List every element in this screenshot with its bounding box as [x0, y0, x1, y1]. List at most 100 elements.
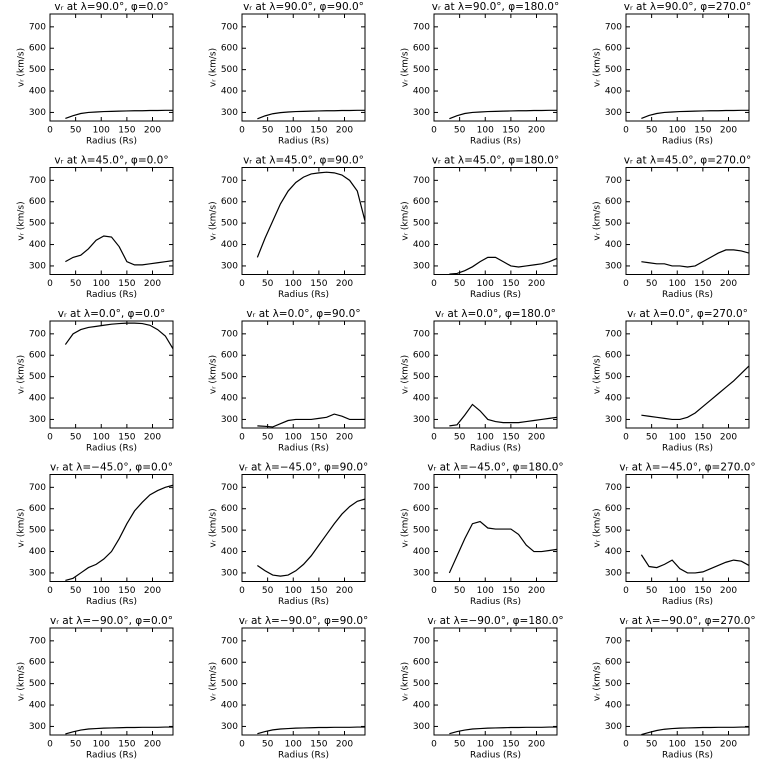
x-axis-label: Radius (Rs) [86, 444, 137, 454]
y-tick-label: 300 [29, 568, 46, 578]
chart-title: vᵣ at λ=45.0°, φ=90.0° [243, 155, 364, 167]
x-tick-label: 0 [623, 586, 629, 596]
y-axis-label: vᵣ (km/s) [209, 201, 219, 240]
x-tick-label: 100 [285, 586, 302, 596]
data-line [257, 109, 365, 120]
y-tick-label: 300 [413, 722, 430, 732]
y-tick-label: 500 [221, 679, 238, 689]
y-tick-label: 500 [413, 372, 430, 382]
x-tick-label: 0 [239, 586, 245, 596]
y-tick-label: 400 [605, 240, 622, 250]
x-tick-label: 100 [93, 586, 110, 596]
x-tick-label: 0 [623, 740, 629, 750]
y-tick-label: 700 [605, 636, 622, 646]
plot-frame [49, 167, 174, 275]
y-tick-label: 300 [605, 108, 622, 118]
y-tick-label: 600 [221, 351, 238, 361]
x-tick-label: 100 [669, 433, 686, 443]
x-tick-label: 150 [310, 586, 327, 596]
y-tick-label: 600 [413, 44, 430, 54]
y-tick-label: 400 [221, 394, 238, 404]
x-tick-label: 0 [239, 279, 245, 289]
y-tick-label: 600 [413, 504, 430, 514]
x-tick-label: 50 [454, 586, 466, 596]
plot-frame [433, 13, 558, 122]
chart-title: vᵣ at λ=0.0°, φ=90.0° [246, 308, 360, 320]
x-tick-label: 200 [720, 279, 737, 289]
y-tick-label: 500 [221, 219, 238, 229]
x-tick-label: 0 [431, 433, 437, 443]
chart-title: vᵣ at λ=−45.0°, φ=180.0° [427, 462, 563, 474]
x-tick-label: 150 [310, 433, 327, 443]
y-axis-label: vᵣ (km/s) [209, 662, 219, 701]
y-tick-label: 300 [29, 261, 46, 271]
y-tick-label: 400 [605, 394, 622, 404]
data-line [640, 554, 749, 574]
data-line [64, 322, 173, 350]
x-tick-label: 150 [502, 740, 519, 750]
x-tick-label: 200 [720, 586, 737, 596]
x-tick-label: 150 [118, 279, 135, 289]
y-tick-label: 500 [29, 372, 46, 382]
y-tick-label: 700 [29, 483, 46, 493]
y-tick-label: 600 [29, 658, 46, 668]
plot-frame [625, 13, 750, 122]
y-tick-label: 400 [605, 87, 622, 97]
chart-title: vᵣ at λ=−90.0°, φ=180.0° [427, 615, 563, 627]
plot-frame [49, 627, 174, 736]
data-line [641, 726, 749, 735]
x-axis-label: Radius (Rs) [662, 597, 713, 607]
y-tick-label: 600 [29, 197, 46, 207]
plot-frame [241, 474, 366, 582]
x-tick-label: 150 [310, 279, 327, 289]
chart-title: vᵣ at λ=90.0°, φ=270.0° [624, 1, 752, 13]
x-tick-label: 50 [262, 433, 274, 443]
x-axis-label: Radius (Rs) [470, 751, 521, 761]
y-axis-label: vᵣ (km/s) [17, 662, 27, 701]
x-tick-label: 150 [502, 433, 519, 443]
data-line [257, 726, 365, 735]
data-line [256, 171, 365, 258]
x-tick-label: 150 [694, 586, 711, 596]
x-tick-label: 0 [47, 279, 53, 289]
y-axis-label: vᵣ (km/s) [17, 201, 27, 240]
plot-frame [625, 627, 750, 736]
y-tick-label: 400 [29, 240, 46, 250]
y-tick-label: 300 [413, 568, 430, 578]
x-tick-label: 200 [720, 126, 737, 136]
y-axis-label: vᵣ (km/s) [401, 48, 411, 87]
x-tick-label: 100 [669, 586, 686, 596]
x-tick-label: 50 [646, 126, 658, 136]
y-tick-label: 400 [221, 701, 238, 711]
x-tick-label: 0 [431, 279, 437, 289]
x-tick-label: 0 [47, 433, 53, 443]
data-line [449, 726, 557, 735]
data-line [65, 235, 173, 266]
chart-title: vᵣ at λ=0.0°, φ=0.0° [58, 308, 165, 320]
chart-title: vᵣ at λ=45.0°, φ=180.0° [432, 155, 560, 167]
y-tick-label: 700 [29, 329, 46, 339]
y-tick-label: 700 [221, 176, 238, 186]
plot-frame [433, 474, 558, 582]
x-axis-label: Radius (Rs) [470, 444, 521, 454]
x-tick-label: 50 [646, 586, 658, 596]
chart-title: vᵣ at λ=90.0°, φ=0.0° [54, 1, 168, 13]
x-axis-label: Radius (Rs) [278, 137, 329, 147]
y-axis-label: vᵣ (km/s) [401, 201, 411, 240]
x-tick-label: 200 [336, 586, 353, 596]
x-tick-label: 150 [118, 126, 135, 136]
data-line [448, 520, 557, 574]
y-tick-label: 700 [605, 22, 622, 32]
x-tick-label: 150 [118, 433, 135, 443]
x-tick-label: 0 [431, 740, 437, 750]
x-tick-label: 50 [70, 740, 82, 750]
y-tick-label: 400 [221, 87, 238, 97]
data-line [65, 484, 173, 582]
y-tick-label: 700 [29, 22, 46, 32]
x-tick-label: 200 [528, 126, 545, 136]
y-tick-label: 400 [413, 87, 430, 97]
y-tick-label: 700 [413, 636, 430, 646]
y-tick-label: 600 [221, 658, 238, 668]
chart-title: vᵣ at λ=−45.0°, φ=90.0° [239, 462, 369, 474]
